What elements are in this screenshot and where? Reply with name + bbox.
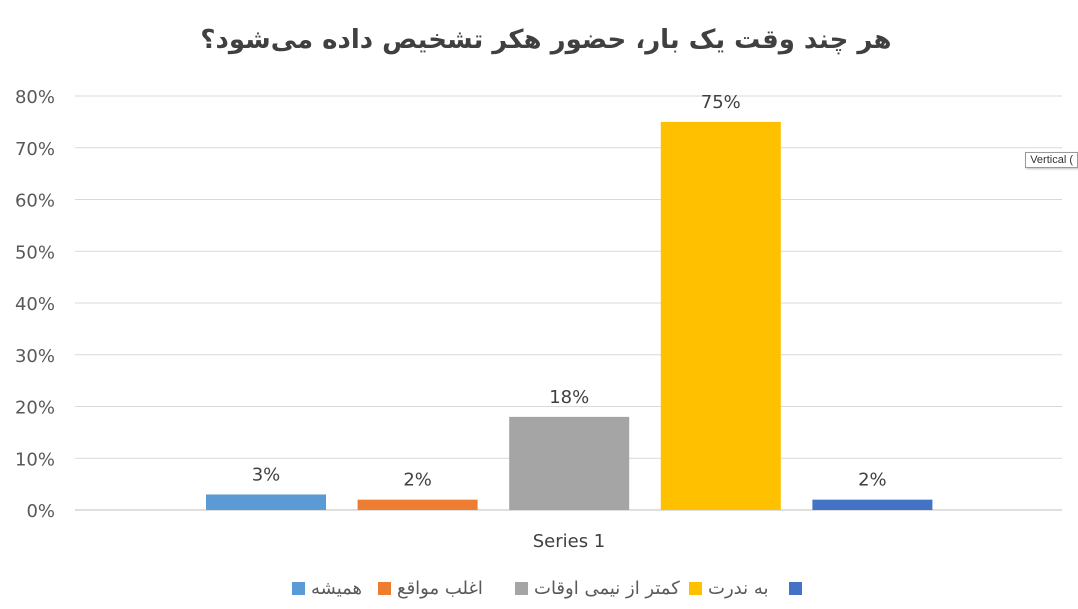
axis-tooltip: Vertical ( <box>1025 152 1078 168</box>
y-axis-ticks: 0% 10% 20% 30% 40% 50% 60% 70% 80% <box>15 87 55 522</box>
legend-swatch <box>789 582 802 595</box>
data-label: 2% <box>403 470 432 491</box>
data-label: 3% <box>252 464 281 485</box>
x-category-label: Series 1 <box>533 531 606 552</box>
legend-swatch <box>515 582 528 595</box>
data-labels: 3% 2% 18% 75% 2% <box>252 92 887 491</box>
legend: همیشه اغلب مواقع کمتر از نیمی اوقات به ندرت <box>292 578 802 599</box>
y-tick-label: 30% <box>15 346 55 367</box>
bar <box>509 416 630 510</box>
bar <box>660 121 781 510</box>
bars <box>206 121 933 510</box>
legend-label: اغلب مواقع <box>397 578 483 599</box>
bar <box>206 494 326 510</box>
y-tick-label: 10% <box>15 449 55 470</box>
bar <box>812 499 933 510</box>
legend-label: همیشه <box>311 578 362 599</box>
y-tick-label: 70% <box>15 139 55 160</box>
y-tick-label: 50% <box>15 242 55 263</box>
y-tick-label: 40% <box>15 294 55 315</box>
legend-swatch <box>292 582 305 595</box>
y-tick-label: 20% <box>15 398 55 419</box>
data-label: 18% <box>549 387 589 408</box>
legend-swatch <box>689 582 702 595</box>
legend-swatch <box>378 582 391 595</box>
legend-label: به ندرت <box>708 578 768 599</box>
bar <box>357 499 478 510</box>
y-tick-label: 60% <box>15 191 55 212</box>
y-tick-label: 0% <box>26 501 55 522</box>
gridlines <box>75 95 1062 511</box>
data-label: 2% <box>858 470 887 491</box>
legend-label: کمتر از نیمی اوقات <box>534 578 680 599</box>
data-label: 75% <box>701 92 741 113</box>
y-tick-label: 80% <box>15 87 55 108</box>
chart-title: هر چند وقت یک بار، حضور هکر تشخیص داده م… <box>200 25 891 55</box>
